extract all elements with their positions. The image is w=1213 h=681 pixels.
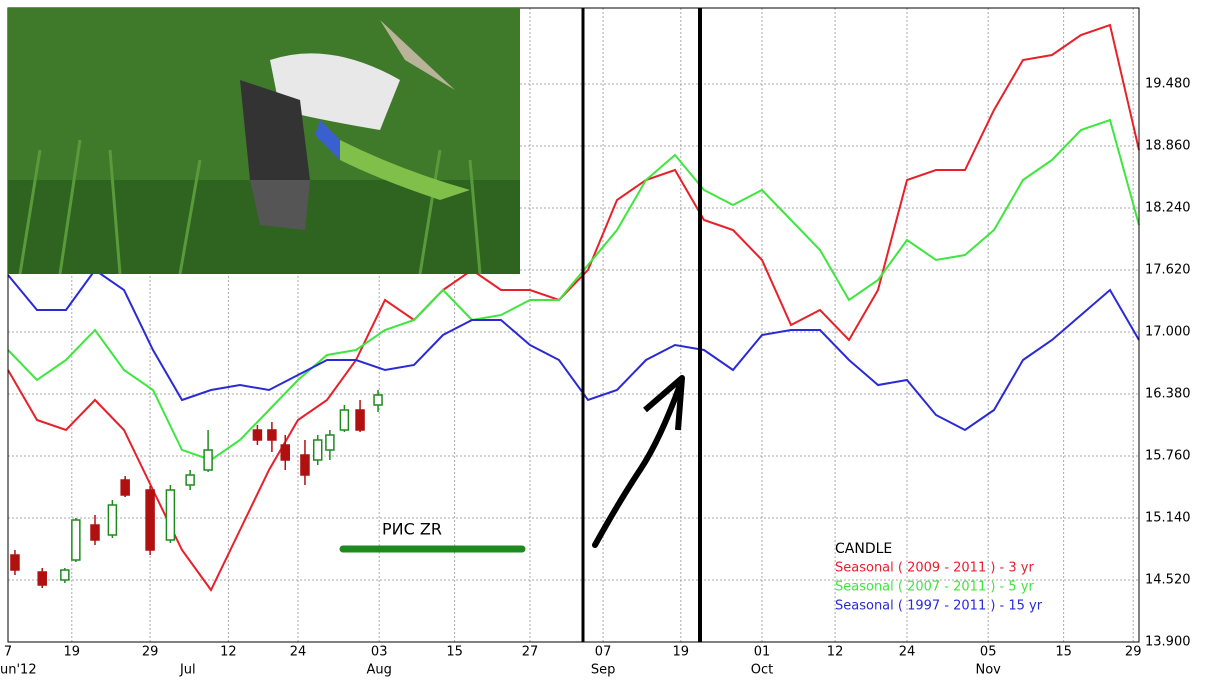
candle-body	[120, 479, 130, 496]
x-tick-label: 29	[142, 645, 159, 660]
x-tick-label: 12	[220, 645, 237, 660]
photo-seedlings	[340, 140, 470, 200]
series-line	[7, 268, 1140, 432]
x-tick-label: 19	[673, 645, 690, 660]
series-line	[7, 118, 1140, 462]
candle-body	[107, 504, 118, 536]
candle-body	[300, 454, 310, 476]
candle-body	[252, 429, 263, 441]
x-tick-label: 07	[595, 645, 612, 660]
x-tick-label: 03	[371, 645, 388, 660]
candle-body	[185, 474, 195, 486]
y-tick-label: 18.860	[1145, 139, 1191, 154]
x-tick-label: 19	[64, 645, 81, 660]
candle-body	[203, 449, 213, 471]
plot	[7, 23, 1140, 592]
y-tick-label: 18.240	[1145, 201, 1191, 216]
legend-entry: Seasonal ( 1997 - 2011 ) - 15 yr	[835, 599, 1043, 614]
y-tick-label: 17.620	[1145, 263, 1191, 278]
legend-entry: Seasonal ( 2007 - 2011 ) - 5 yr	[835, 580, 1034, 595]
candle-body	[355, 409, 365, 431]
y-tick-label: 16.380	[1145, 387, 1191, 402]
candle-body	[145, 489, 155, 551]
series-line	[7, 23, 1140, 592]
y-tick-label: 15.140	[1145, 511, 1191, 526]
candle-body	[10, 554, 20, 571]
x-tick-label: 05	[980, 645, 997, 660]
photo-skirt	[240, 80, 310, 180]
x-tick-label: 7	[4, 645, 12, 660]
x-tick-label: 15	[1055, 645, 1072, 660]
candle-body	[60, 569, 70, 581]
arrow	[592, 382, 683, 548]
candle-body	[267, 429, 277, 441]
candle-body	[325, 434, 335, 451]
candle-body	[280, 444, 290, 461]
y-tick-label: 14.520	[1145, 573, 1191, 588]
month-label: un'12	[0, 663, 37, 678]
y-tick-label: 13.900	[1145, 635, 1191, 650]
month-label: Sep	[591, 663, 616, 678]
y-tick-label: 15.760	[1145, 449, 1191, 464]
month-label: Aug	[367, 663, 392, 678]
month-label: Nov	[976, 663, 1002, 678]
candle-body	[37, 571, 47, 586]
legend-entry: Seasonal ( 2009 - 2011 ) - 3 yr	[835, 561, 1034, 576]
y-tick-label: 19.480	[1145, 77, 1191, 92]
x-tick-label: 12	[827, 645, 844, 660]
candle-body	[339, 409, 350, 431]
x-tick-label: 24	[290, 645, 307, 660]
x-tick-label: 27	[522, 645, 539, 660]
photo	[8, 8, 520, 275]
candle-body	[90, 524, 100, 541]
month-label: Jul	[179, 663, 196, 678]
photo-shirt	[270, 53, 400, 131]
photo-blades	[18, 139, 482, 275]
x-tick-label: 15	[446, 645, 463, 660]
photo-pants	[250, 180, 310, 230]
plot-frame	[7, 7, 1140, 643]
candle-body	[165, 489, 176, 541]
candle-body	[312, 439, 323, 461]
annotation: РИС ZR	[382, 520, 442, 539]
photo-hat	[380, 20, 455, 90]
candle-body	[71, 519, 81, 561]
x-tick-label: 24	[899, 645, 916, 660]
arrow-head	[643, 375, 685, 431]
month-label: Oct	[751, 663, 773, 678]
candle-body	[373, 394, 383, 406]
x-tick-label: 29	[1125, 645, 1142, 660]
y-tick-label: 17.000	[1145, 325, 1191, 340]
x-tick-label: 01	[754, 645, 771, 660]
legend-title: CANDLE	[835, 541, 892, 557]
